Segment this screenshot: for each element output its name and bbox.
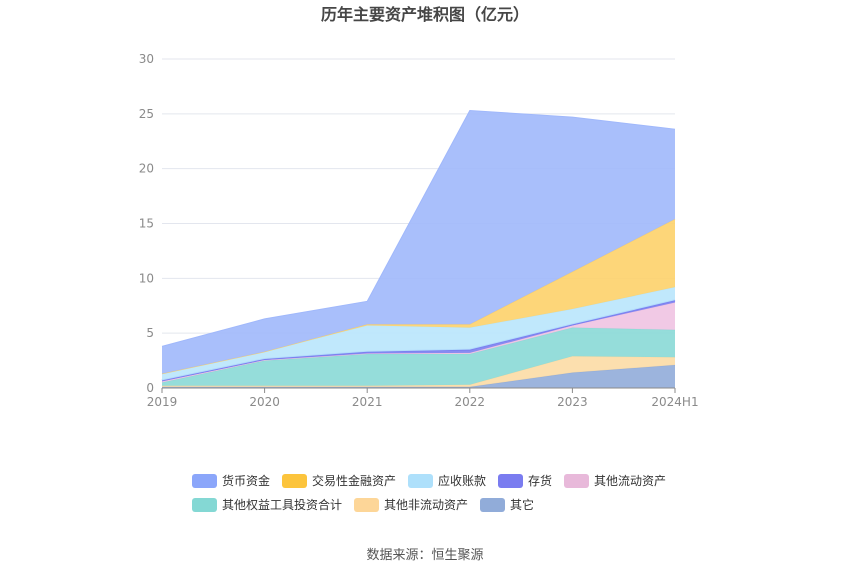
legend-label: 货币资金 bbox=[222, 473, 270, 488]
source-note: 数据来源：恒生聚源 bbox=[366, 548, 483, 563]
y-tick-label: 0 bbox=[146, 381, 154, 395]
legend-label: 交易性金融资产 bbox=[312, 473, 396, 488]
y-tick-label: 25 bbox=[139, 107, 154, 121]
y-tick-label: 30 bbox=[139, 52, 154, 66]
legend-swatch bbox=[564, 474, 589, 488]
x-tick-label: 2020 bbox=[249, 395, 280, 409]
legend-swatch bbox=[480, 498, 505, 512]
legend-item[interactable]: 货币资金 bbox=[192, 473, 270, 488]
legend-swatch bbox=[192, 474, 217, 488]
legend-swatch bbox=[192, 498, 217, 512]
y-tick-label: 20 bbox=[139, 162, 154, 176]
area-series-6 bbox=[162, 219, 675, 374]
x-tick-label: 2022 bbox=[455, 395, 486, 409]
legend-swatch bbox=[408, 474, 433, 488]
area-series-7 bbox=[162, 110, 675, 374]
legend-label: 其它 bbox=[510, 497, 534, 512]
legend-item[interactable]: 存货 bbox=[498, 473, 552, 488]
legend-item[interactable]: 其他权益工具投资合计 bbox=[192, 497, 342, 512]
x-tick-label: 2023 bbox=[557, 395, 588, 409]
legend-label: 存货 bbox=[528, 473, 552, 488]
legend-swatch bbox=[282, 474, 307, 488]
area-series-1 bbox=[162, 356, 675, 387]
series-areas bbox=[161, 110, 676, 388]
legend-item[interactable]: 其他流动资产 bbox=[564, 474, 666, 488]
legend-item[interactable]: 交易性金融资产 bbox=[282, 473, 396, 488]
y-tick-label: 5 bbox=[146, 326, 154, 340]
legend-item[interactable]: 其它 bbox=[480, 497, 534, 512]
x-axis: 2019 2020 2021 2022 2023 2024H1 bbox=[147, 387, 699, 409]
area-series-5 bbox=[162, 287, 675, 381]
x-tick-label: 2024H1 bbox=[651, 395, 698, 409]
legend-label: 其他权益工具投资合计 bbox=[222, 497, 342, 512]
legend-item[interactable]: 应收账款 bbox=[408, 473, 486, 488]
y-tick-label: 15 bbox=[139, 217, 154, 231]
chart-title: 历年主要资产堆积图（亿元） bbox=[321, 5, 529, 24]
legend-swatch bbox=[354, 498, 379, 512]
x-tick-label: 2019 bbox=[147, 395, 178, 409]
legend-label: 应收账款 bbox=[438, 473, 486, 488]
y-tick-label: 10 bbox=[139, 271, 154, 285]
legend-item[interactable]: 其他非流动资产 bbox=[354, 498, 468, 512]
y-axis-ticks: 0 5 10 15 20 25 30 bbox=[139, 52, 154, 395]
x-tick-label: 2021 bbox=[352, 395, 383, 409]
legend-swatch bbox=[498, 474, 523, 488]
legend-label: 其他非流动资产 bbox=[384, 498, 468, 512]
area-series-2 bbox=[162, 327, 675, 386]
area-series-0 bbox=[162, 364, 675, 388]
legend-label: 其他流动资产 bbox=[594, 474, 666, 488]
area-series-line-7 bbox=[161, 110, 676, 347]
